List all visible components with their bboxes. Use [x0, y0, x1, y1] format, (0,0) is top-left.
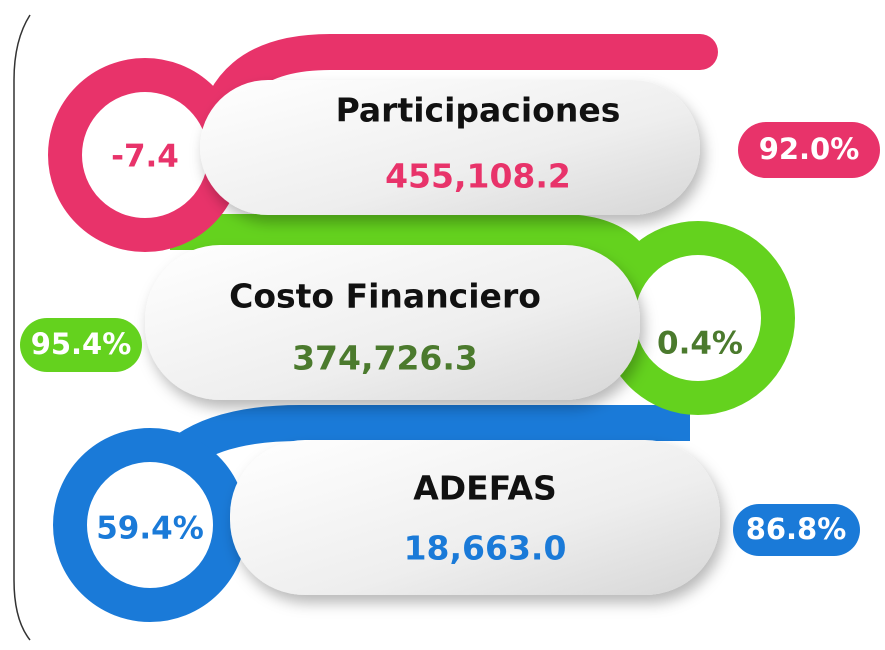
badge: 95.4%	[31, 327, 132, 361]
label: Participaciones	[336, 91, 621, 130]
pill	[145, 245, 640, 400]
ring-text: 0.4%	[657, 326, 743, 362]
badge-bg	[738, 122, 880, 178]
badge: 86.8%	[746, 512, 847, 546]
ring	[53, 428, 247, 622]
value: 455,108.2	[385, 157, 571, 196]
badge-bg	[733, 504, 860, 556]
ring-text: 59.4%	[96, 511, 204, 547]
label: Costo Financiero	[229, 277, 541, 316]
badge: 92.0%	[759, 132, 860, 166]
value: 374,726.3	[292, 339, 478, 378]
label: ADEFAS	[413, 469, 557, 508]
badge-bg	[20, 318, 142, 372]
ring	[601, 221, 795, 415]
value: 18,663.0	[404, 529, 567, 568]
pill	[200, 80, 700, 215]
bracket	[13, 14, 31, 641]
pill	[230, 440, 720, 595]
ring-text: -7.4	[111, 139, 179, 175]
